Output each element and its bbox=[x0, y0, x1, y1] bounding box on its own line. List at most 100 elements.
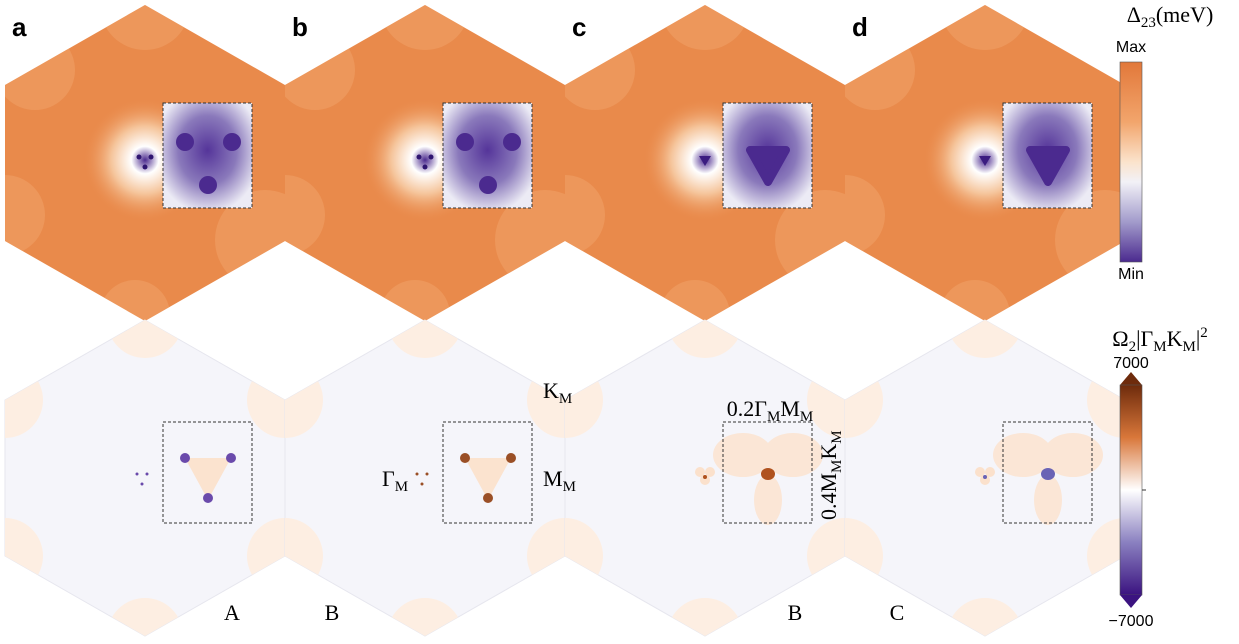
colorbar-bottom bbox=[1119, 384, 1143, 596]
inset-dot bbox=[506, 453, 516, 463]
dot bbox=[415, 472, 419, 476]
text-part: 0.2Γ bbox=[727, 396, 768, 421]
text-part: (meV) bbox=[1156, 2, 1213, 27]
annotation: 0.2ΓMMM bbox=[727, 396, 813, 425]
lobe bbox=[700, 475, 710, 485]
lobe bbox=[713, 433, 773, 477]
text-part: M bbox=[829, 460, 845, 473]
case-letter: B bbox=[788, 600, 803, 625]
dot bbox=[983, 475, 987, 479]
dot bbox=[135, 472, 139, 476]
inset-triangle bbox=[746, 146, 790, 186]
inset-peak bbox=[1041, 468, 1055, 480]
lobe bbox=[695, 467, 705, 477]
triangle bbox=[699, 156, 711, 166]
inset-dot bbox=[203, 493, 213, 503]
colorbar-max: 7000 bbox=[1113, 355, 1149, 372]
panel-label: b bbox=[292, 12, 308, 42]
colorbar-min: Min bbox=[1118, 266, 1144, 283]
case-letter: C bbox=[890, 600, 905, 625]
blob bbox=[947, 598, 1023, 636]
lobe bbox=[185, 458, 231, 500]
text-part: Ω bbox=[1112, 326, 1128, 351]
blob bbox=[775, 190, 845, 290]
panel-label: c bbox=[572, 12, 586, 42]
dot bbox=[420, 482, 424, 486]
text-part: M bbox=[829, 430, 845, 443]
lobe bbox=[763, 433, 823, 477]
blob bbox=[380, 5, 470, 50]
blob bbox=[387, 598, 463, 636]
blob bbox=[1055, 190, 1125, 290]
annotation: KM bbox=[543, 378, 572, 407]
text-part: M bbox=[543, 466, 563, 491]
text-part: Γ bbox=[382, 466, 395, 491]
blob bbox=[940, 5, 1030, 50]
text-part: |Γ bbox=[1136, 326, 1153, 351]
lobe bbox=[754, 475, 782, 525]
text-part: 2 bbox=[1200, 325, 1208, 341]
lobe bbox=[705, 467, 715, 477]
inset-dot bbox=[180, 453, 190, 463]
blob bbox=[215, 190, 285, 290]
text-part: 2 bbox=[1129, 339, 1137, 355]
text-part: 23 bbox=[1141, 15, 1156, 31]
panel-label: d bbox=[852, 12, 868, 42]
dot bbox=[416, 154, 422, 160]
text-part: 0.4M bbox=[816, 473, 841, 520]
blob bbox=[565, 175, 605, 255]
dot bbox=[422, 164, 428, 170]
blob bbox=[940, 280, 1010, 321]
text-part: K bbox=[543, 378, 559, 403]
dot bbox=[136, 154, 142, 160]
panel-label: a bbox=[12, 12, 27, 42]
inset-peak bbox=[761, 468, 775, 480]
colorbar-max: Max bbox=[1116, 39, 1146, 56]
inset-dot bbox=[503, 133, 521, 151]
dot bbox=[142, 164, 148, 170]
lobe bbox=[465, 458, 511, 500]
text-part: K bbox=[816, 444, 841, 460]
blob bbox=[107, 598, 183, 636]
text-part: M bbox=[800, 409, 813, 425]
text-part: M bbox=[559, 391, 572, 407]
colorbar-title: Ω2|ΓMKM|2 bbox=[1112, 325, 1207, 355]
inset-dot bbox=[176, 133, 194, 151]
inset-dot bbox=[483, 493, 493, 503]
dot bbox=[140, 482, 144, 486]
case-letter: B bbox=[325, 600, 340, 625]
blob bbox=[107, 320, 183, 358]
blob bbox=[660, 280, 730, 321]
blob bbox=[387, 320, 463, 358]
lobe bbox=[980, 475, 990, 485]
text-part: M bbox=[563, 479, 576, 495]
blob bbox=[5, 175, 45, 255]
inset-dot bbox=[456, 133, 474, 151]
lobe bbox=[1043, 433, 1103, 477]
blob bbox=[285, 175, 325, 255]
blob bbox=[495, 190, 565, 290]
blob bbox=[380, 280, 450, 321]
blob bbox=[947, 320, 1023, 358]
lobe bbox=[985, 467, 995, 477]
blob bbox=[667, 320, 743, 358]
case-letter: A bbox=[224, 600, 240, 625]
dot bbox=[703, 475, 707, 479]
colorbar-top bbox=[1119, 61, 1143, 263]
text-part: M bbox=[767, 409, 780, 425]
colorbar-arrow bbox=[1120, 595, 1142, 608]
inset-dot bbox=[479, 176, 497, 194]
blob bbox=[660, 5, 750, 50]
text-part: | bbox=[1196, 326, 1200, 351]
blob bbox=[667, 598, 743, 636]
lobe bbox=[993, 433, 1053, 477]
dot bbox=[148, 154, 154, 160]
colorbar-title: Δ23(meV) bbox=[1127, 2, 1214, 31]
hexagon-bottom bbox=[284, 319, 566, 637]
inset-triangle bbox=[1026, 146, 1070, 186]
blob bbox=[100, 5, 190, 50]
annotation: 0.4MMKM bbox=[816, 430, 845, 520]
inset-dot bbox=[223, 133, 241, 151]
text-part: M bbox=[780, 396, 800, 421]
blob bbox=[100, 280, 170, 321]
